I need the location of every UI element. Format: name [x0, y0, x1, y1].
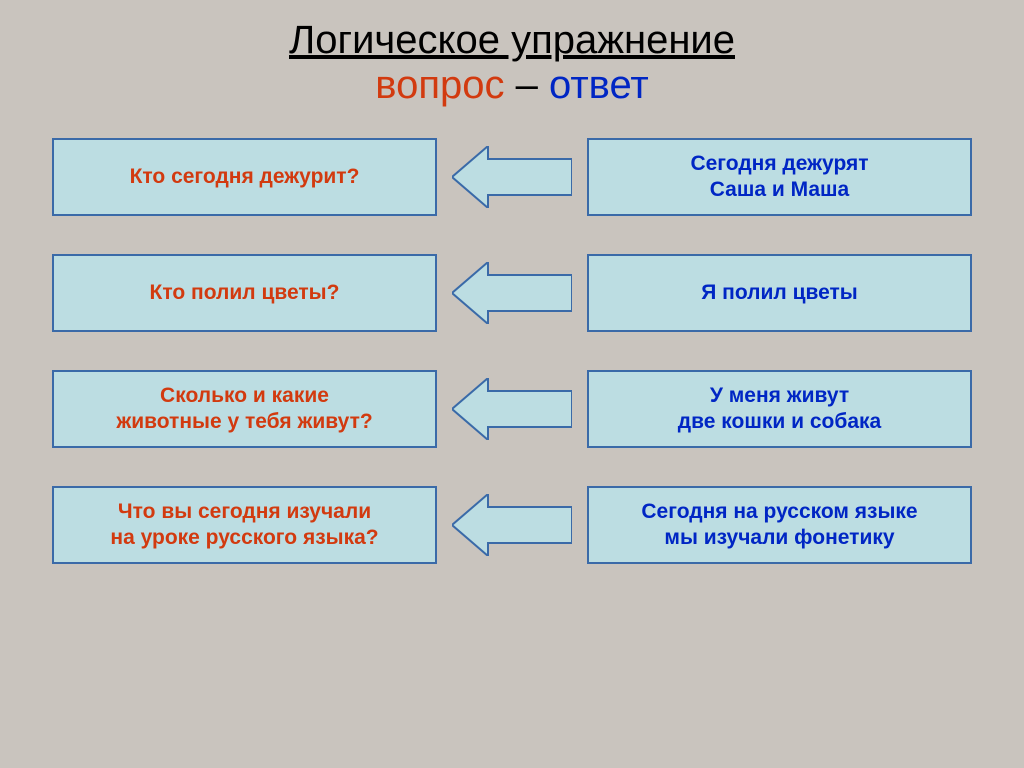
- title-answer: ответ: [549, 63, 649, 107]
- answer-text: У меня живутдве кошки и собака: [678, 383, 881, 436]
- title-question: вопрос: [375, 63, 504, 107]
- title-line1: Логическое упражнение: [289, 18, 735, 63]
- answer-text: Сегодня дежурятСаша и Маша: [690, 151, 868, 204]
- question-box: Кто сегодня дежурит?: [52, 138, 437, 216]
- answer-box: Сегодня на русском языкемы изучали фонет…: [587, 486, 972, 564]
- answer-box: У меня живутдве кошки и собака: [587, 370, 972, 448]
- question-text: Кто полил цветы?: [150, 280, 340, 306]
- qa-row: Сколько и какиеживотные у тебя живут? У …: [52, 370, 972, 448]
- title-line2: вопрос – ответ: [289, 63, 735, 108]
- answer-box: Сегодня дежурятСаша и Маша: [587, 138, 972, 216]
- question-box: Кто полил цветы?: [52, 254, 437, 332]
- answer-text: Я полил цветы: [701, 280, 858, 306]
- question-box: Что вы сегодня изучалина уроке русского …: [52, 486, 437, 564]
- qa-row: Кто сегодня дежурит? Сегодня дежурятСаша…: [52, 138, 972, 216]
- title: Логическое упражнение вопрос – ответ: [289, 18, 735, 108]
- rows-container: Кто сегодня дежурит? Сегодня дежурятСаша…: [0, 138, 1024, 564]
- arrow-left-icon: [452, 146, 572, 208]
- qa-row: Кто полил цветы? Я полил цветы: [52, 254, 972, 332]
- arrow-left-icon: [452, 378, 572, 440]
- question-text: Сколько и какиеживотные у тебя живут?: [116, 383, 372, 436]
- qa-row: Что вы сегодня изучалина уроке русского …: [52, 486, 972, 564]
- question-box: Сколько и какиеживотные у тебя живут?: [52, 370, 437, 448]
- question-text: Кто сегодня дежурит?: [130, 164, 360, 190]
- answer-text: Сегодня на русском языкемы изучали фонет…: [641, 499, 917, 552]
- arrow-left-icon: [452, 262, 572, 324]
- arrow-left-icon: [452, 494, 572, 556]
- answer-box: Я полил цветы: [587, 254, 972, 332]
- title-dash: –: [504, 63, 548, 107]
- question-text: Что вы сегодня изучалина уроке русского …: [110, 499, 378, 552]
